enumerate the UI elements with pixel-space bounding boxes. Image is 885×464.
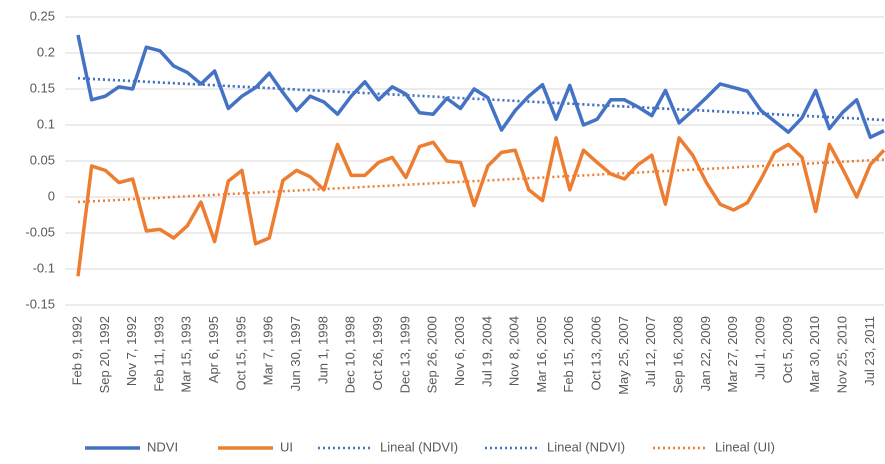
x-tick-label: Jun 30, 1997: [288, 316, 303, 391]
legend-label: Lineal (NDVI): [380, 439, 458, 454]
x-tick-label: Mar 30, 2010: [807, 316, 822, 393]
x-tick-label: Oct 26, 1999: [370, 316, 385, 390]
x-tick-label: Mar 7, 1996: [261, 316, 276, 385]
x-tick-label: Sep 26, 2000: [425, 316, 440, 393]
y-tick-label: -0.1: [33, 260, 55, 275]
x-tick-label: Jul 12, 2007: [643, 316, 658, 387]
x-tick-label: Jun 1, 1998: [315, 316, 330, 384]
x-tick-label: Feb 9, 1992: [69, 316, 84, 385]
x-tick-label: Nov 25, 2010: [834, 316, 849, 393]
x-tick-label: Jan 22, 2009: [698, 316, 713, 391]
x-tick-label: Nov 6, 2003: [452, 316, 467, 386]
x-tick-label: May 25, 2007: [616, 316, 631, 395]
series-line: [76, 136, 885, 277]
x-tick-label: Jul 23, 2011: [862, 316, 877, 386]
x-tick-label: Oct 15, 1995: [233, 316, 248, 390]
x-tick-label: Mar 16, 2005: [534, 316, 549, 393]
y-tick-label: 0.05: [30, 152, 55, 167]
x-tick-label: Dec 13, 1999: [397, 316, 412, 393]
x-tick-label: Apr 6, 1995: [206, 316, 221, 383]
x-tick-label: Oct 5, 2009: [780, 316, 795, 383]
x-tick-label: Feb 15, 2006: [561, 316, 576, 393]
y-tick-label: -0.15: [25, 296, 55, 311]
y-tick-label: 0.1: [37, 116, 55, 131]
y-tick-label: 0.15: [30, 80, 55, 95]
x-tick-label: Mar 15, 1993: [179, 316, 194, 393]
x-tick-label: Jul 19, 2004: [479, 316, 494, 387]
x-tick-label: Dec 10, 1998: [343, 316, 358, 393]
legend-label: Lineal (UI): [715, 439, 775, 454]
y-tick-label: 0.25: [30, 8, 55, 23]
x-tick-label: Nov 8, 2004: [507, 316, 522, 386]
x-tick-label: Sep 16, 2008: [671, 316, 686, 393]
x-tick-label: Mar 27, 2009: [725, 316, 740, 393]
x-tick-label: Jul 1, 2009: [752, 316, 767, 380]
x-tick-label: Sep 20, 1992: [97, 316, 112, 393]
legend-label: UI: [280, 439, 293, 454]
y-tick-label: 0.2: [37, 44, 55, 59]
x-tick-label: Nov 7, 1992: [124, 316, 139, 386]
x-tick-label: Oct 13, 2006: [589, 316, 604, 390]
y-tick-label: -0.05: [25, 224, 55, 239]
legend-label: NDVI: [147, 439, 178, 454]
legend-label: Lineal (NDVI): [547, 439, 625, 454]
y-tick-label: 0: [48, 188, 55, 203]
x-tick-label: Feb 11, 1993: [151, 316, 166, 392]
series-line: [76, 34, 885, 139]
